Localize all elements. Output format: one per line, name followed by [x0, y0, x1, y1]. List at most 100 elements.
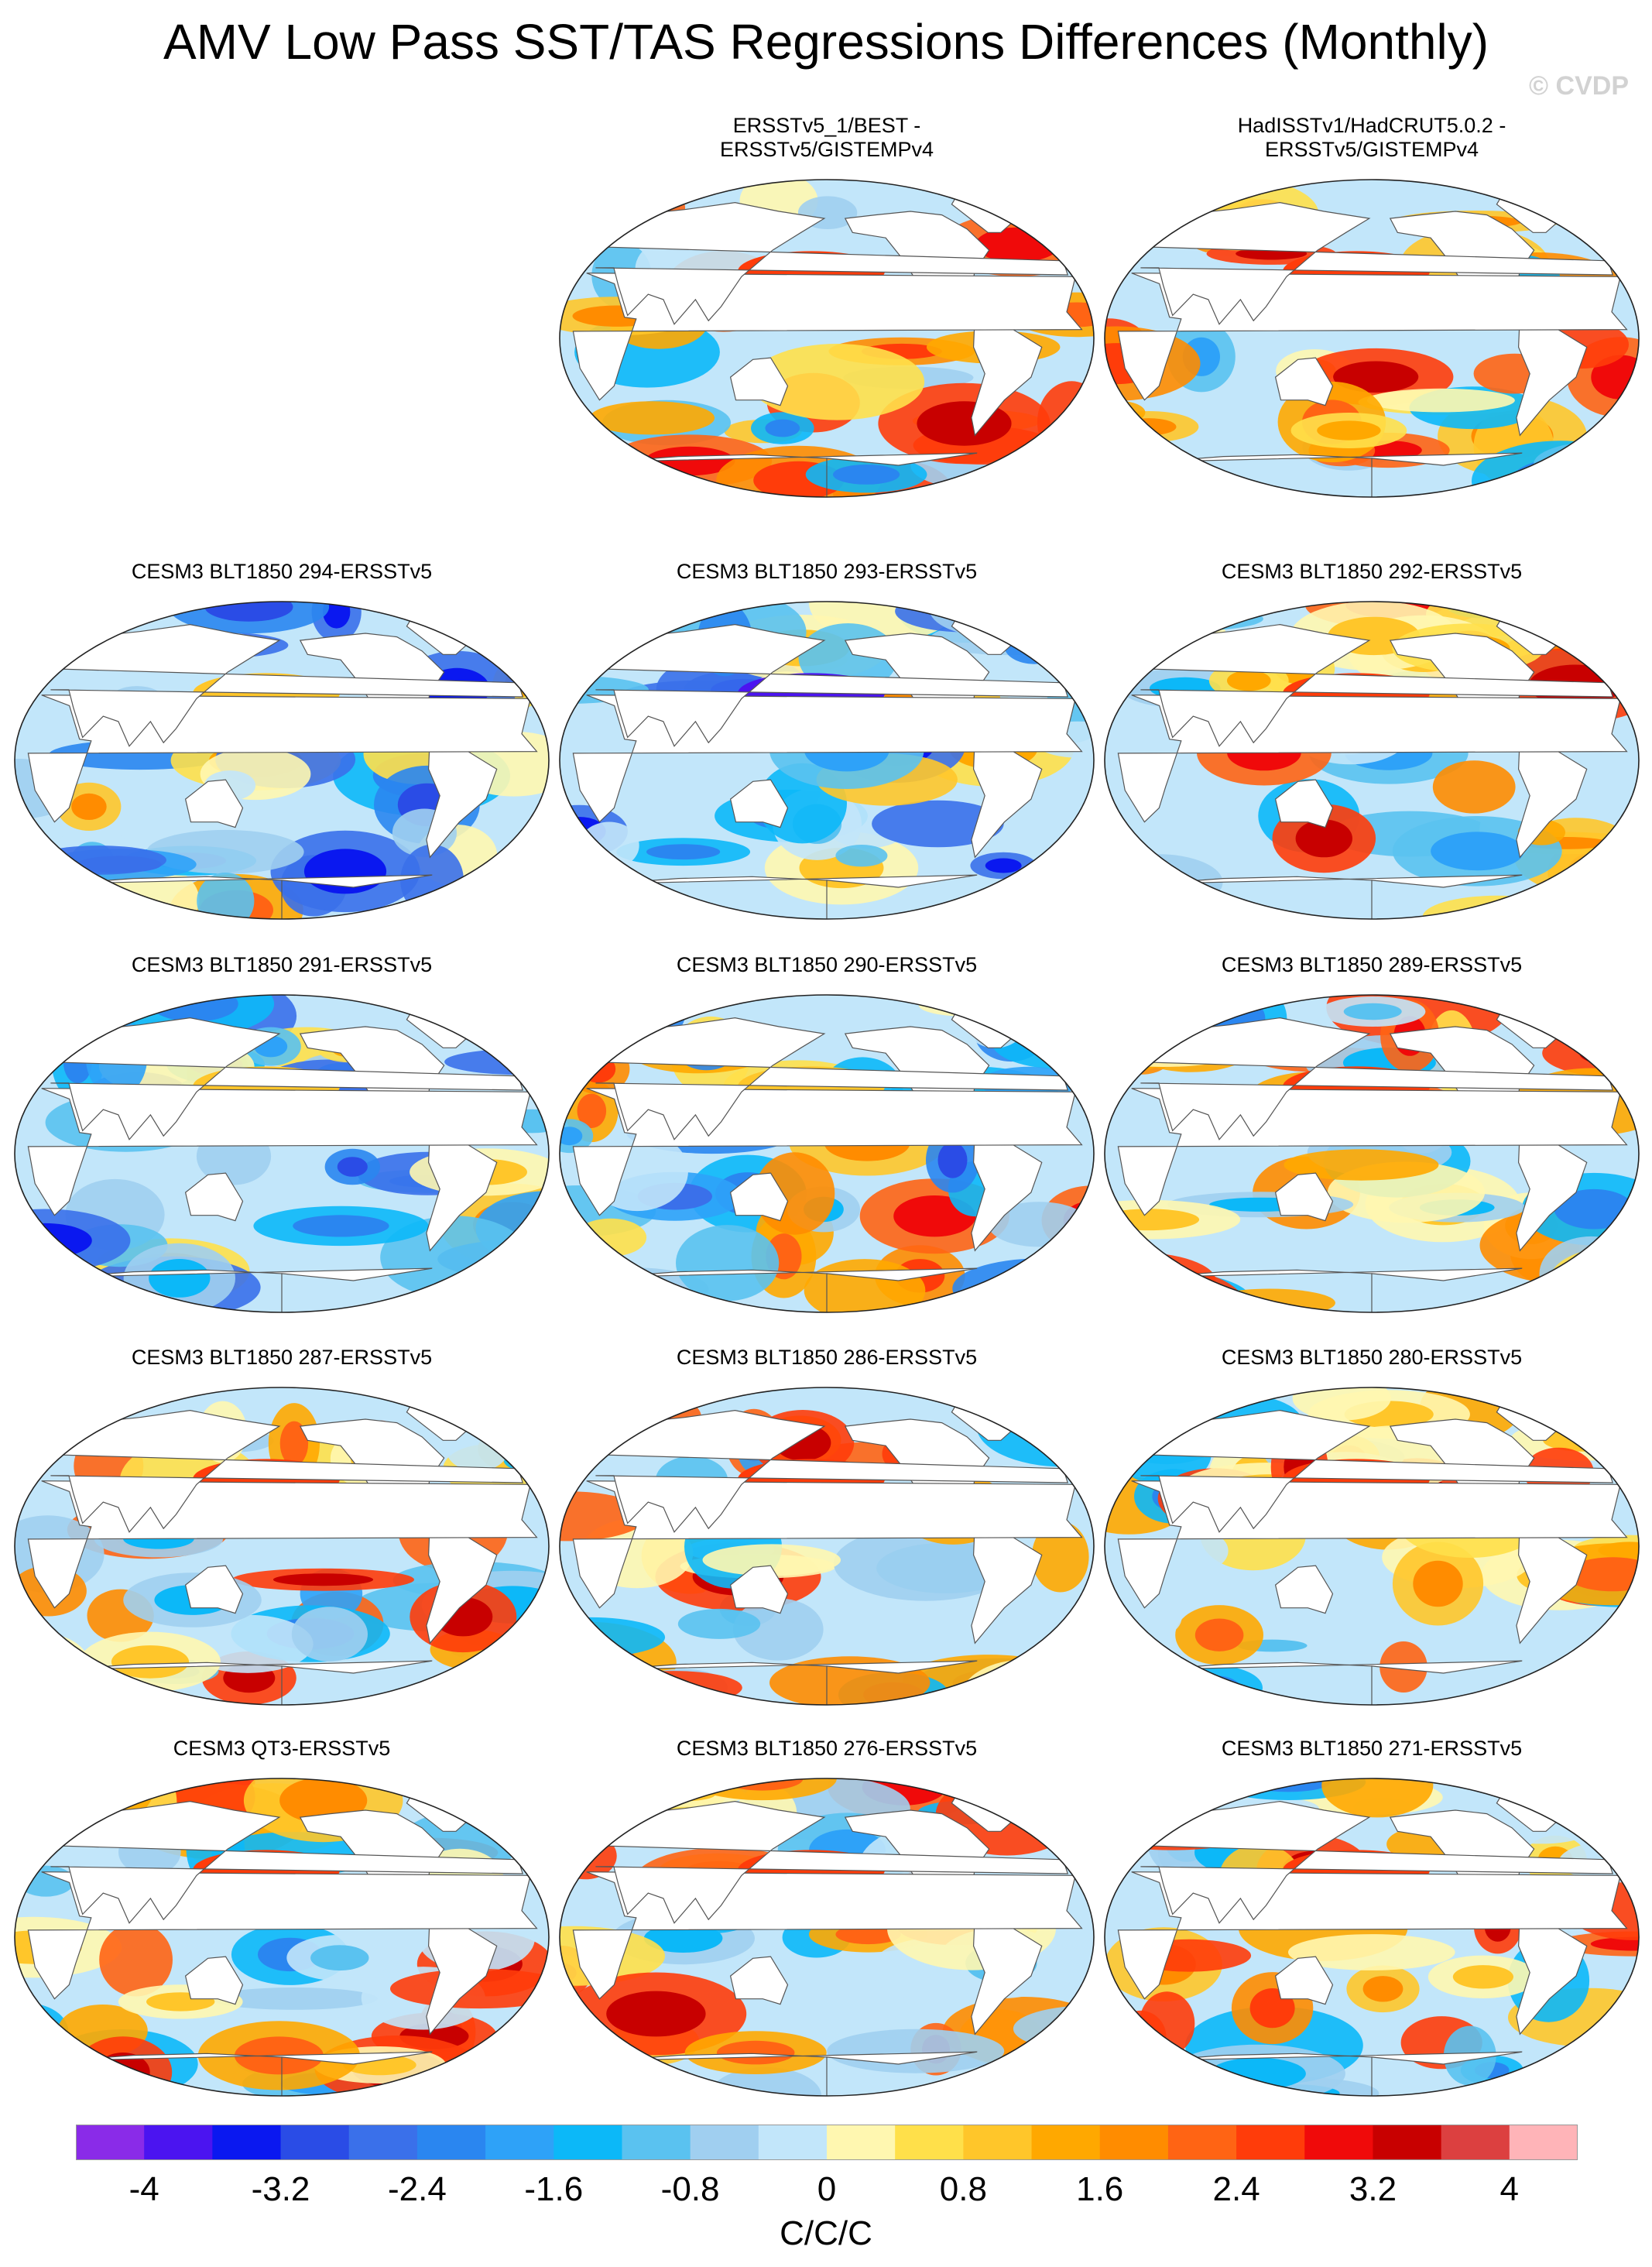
anomaly-contour [303, 849, 387, 894]
map-field [1104, 601, 1640, 920]
anomaly-contour [606, 1991, 706, 2037]
map-outline [559, 1778, 1095, 2097]
panel-title: HadISSTv1/HadCRUT5.0.2 - ERSSTv5/GISTEMPv… [1101, 114, 1643, 162]
anomaly-contour [47, 632, 81, 652]
anomaly-contour [1209, 2057, 1306, 2090]
land-mask [63, 2051, 433, 2096]
colorbar-tick-label: -0.8 [660, 2170, 720, 2208]
anomaly-contour [709, 2067, 822, 2096]
land-mask [608, 2051, 978, 2096]
panel-title: CESM3 BLT1850 290-ERSSTv5 [556, 953, 1098, 977]
regression-field [560, 1387, 1094, 1705]
colorbar [76, 2125, 1578, 2160]
chart-title: AMV Low Pass SST/TAS Regressions Differe… [163, 14, 1489, 70]
land-mask [971, 1135, 1043, 1252]
panel-title-line: CESM3 BLT1850 276-ERSSTv5 [676, 1737, 978, 1760]
anomaly-contour [279, 1421, 309, 1466]
panel-title: CESM3 BLT1850 287-ERSSTv5 [11, 1346, 553, 1370]
colorbar-frame [76, 2125, 1578, 2160]
anomaly-contour [80, 995, 135, 1020]
anomaly-contour [676, 1225, 780, 1302]
land-mask [608, 874, 978, 919]
colorbar-swatch [554, 2125, 622, 2160]
regression-field [560, 995, 1094, 1312]
anomaly-contour [1048, 2078, 1094, 2096]
panel-title: CESM3 BLT1850 286-ERSSTv5 [556, 1346, 1098, 1370]
map-field [1104, 1778, 1640, 2097]
panel-title: CESM3 BLT1850 294-ERSSTv5 [11, 560, 553, 584]
map-panel: HadISSTv1/HadCRUT5.0.2 - ERSSTv5/GISTEMPv… [1101, 112, 1643, 515]
land-mask [1274, 357, 1334, 406]
anomaly-contour [833, 465, 900, 485]
colorbar-swatch [348, 2125, 418, 2160]
map-field [559, 994, 1095, 1313]
anomaly-contour [1460, 602, 1499, 612]
land-mask [1153, 874, 1523, 919]
land-mask [971, 742, 1043, 859]
colorbar-tick-label: 1.6 [1076, 2170, 1124, 2208]
map-panel: CESM3 BLT1850 294-ERSSTv5 [11, 534, 553, 937]
anomaly-contour [834, 1526, 1018, 1601]
anomaly-contour [589, 401, 715, 435]
anomaly-contour [640, 1788, 715, 1802]
anomaly-contour [1120, 2051, 1160, 2067]
land-mask [1516, 1919, 1588, 2035]
land-mask [184, 1172, 244, 1222]
map-field [559, 1387, 1095, 1706]
land-mask [1516, 320, 1588, 437]
panel-title-line: ERSSTv5_1/BEST - [732, 114, 921, 137]
land-mask [1153, 1660, 1523, 1705]
regression-field [1105, 602, 1639, 919]
anomaly-contour [1548, 1656, 1639, 1686]
land-mask [729, 1172, 789, 1222]
map-panel: CESM3 BLT1850 293-ERSSTv5 [556, 534, 1098, 937]
panel-title-line: CESM3 BLT1850 287-ERSSTv5 [131, 1346, 433, 1369]
land-mask [1516, 1528, 1588, 1645]
anomaly-contour [1105, 2045, 1177, 2073]
land-mask [184, 779, 244, 828]
anomaly-contour [1554, 1188, 1634, 1230]
anomaly-contour [1589, 1259, 1639, 1296]
colorbar-swatch [1509, 2125, 1578, 2160]
land-mask [971, 1919, 1043, 2035]
map-panel: CESM3 QT3-ERSSTv5 [11, 1711, 553, 2114]
anomaly-contour [733, 1598, 824, 1661]
land-mask [1274, 1172, 1334, 1222]
land-mask [729, 1956, 789, 2005]
panel-title-line: CESM3 BLT1850 271-ERSSTv5 [1221, 1737, 1523, 1760]
land-mask [1153, 452, 1523, 497]
copyright-mark: © CVDP [1529, 71, 1629, 101]
anomaly-contour [581, 1055, 616, 1083]
panel-title-line: CESM3 BLT1850 294-ERSSTv5 [131, 560, 433, 583]
anomaly-contour [765, 419, 800, 437]
land-mask [729, 357, 789, 406]
anomaly-contour [89, 1778, 156, 1819]
colorbar-tick-label: -3.2 [251, 2170, 310, 2208]
anomaly-contour [488, 1657, 549, 1703]
colorbar-swatch [622, 2125, 691, 2160]
anomaly-contour [197, 873, 255, 919]
panel-title: CESM3 BLT1850 276-ERSSTv5 [556, 1737, 1098, 1761]
anomaly-contour [1209, 2071, 1240, 2093]
anomaly-contour [15, 602, 104, 616]
map-panel: ERSSTv5_1/BEST - ERSSTv5/GISTEMPv4 [556, 112, 1098, 515]
land-mask [1274, 779, 1334, 828]
anomaly-contour [613, 996, 665, 1031]
anomaly-contour [15, 2066, 153, 2096]
land-mask [1274, 1956, 1334, 2005]
anomaly-contour [1177, 1531, 1229, 1570]
regression-field [15, 995, 549, 1312]
map-panel: CESM3 BLT1850 290-ERSSTv5 [556, 928, 1098, 1330]
map-panel: CESM3 BLT1850 291-ERSSTv5 [11, 928, 553, 1330]
anomaly-contour [495, 1392, 549, 1464]
anomaly-contour [827, 2029, 1005, 2073]
map-panel: CESM3 BLT1850 271-ERSSTv5 [1101, 1711, 1643, 2114]
colorbar-tick-label: -1.6 [524, 2170, 584, 2208]
anomaly-contour [1031, 1521, 1089, 1593]
map-outline [1104, 1778, 1640, 2097]
regression-field [1105, 180, 1639, 497]
land-mask [608, 1660, 978, 1705]
anomaly-contour [646, 844, 721, 860]
colorbar-tick-label: 0 [817, 2170, 837, 2208]
anomaly-contour [872, 800, 1004, 848]
